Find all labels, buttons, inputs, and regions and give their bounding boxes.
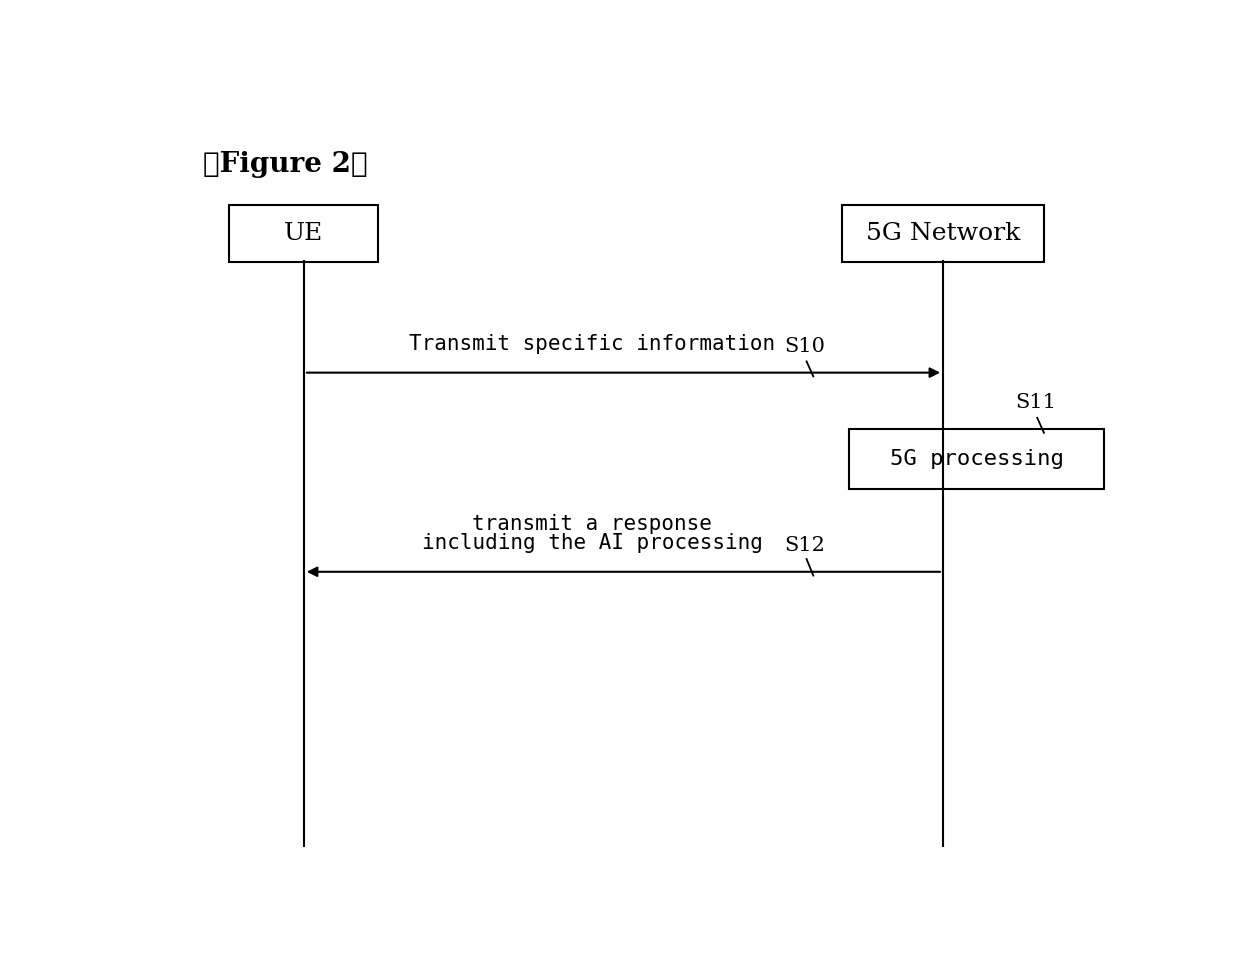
Text: S12: S12: [785, 536, 826, 554]
Bar: [842, 205, 1044, 262]
Bar: [849, 429, 1104, 489]
Text: 【Figure 2】: 【Figure 2】: [203, 151, 368, 178]
Text: transmit a response: transmit a response: [472, 514, 712, 534]
Text: 5G Network: 5G Network: [866, 223, 1021, 245]
Text: S11: S11: [1016, 392, 1056, 412]
Text: including the AI processing: including the AI processing: [422, 533, 763, 553]
Text: 5G processing: 5G processing: [890, 449, 1064, 469]
Text: UE: UE: [284, 223, 324, 245]
Bar: [229, 205, 378, 262]
Text: S10: S10: [785, 337, 826, 356]
Text: Transmit specific information: Transmit specific information: [409, 334, 775, 354]
